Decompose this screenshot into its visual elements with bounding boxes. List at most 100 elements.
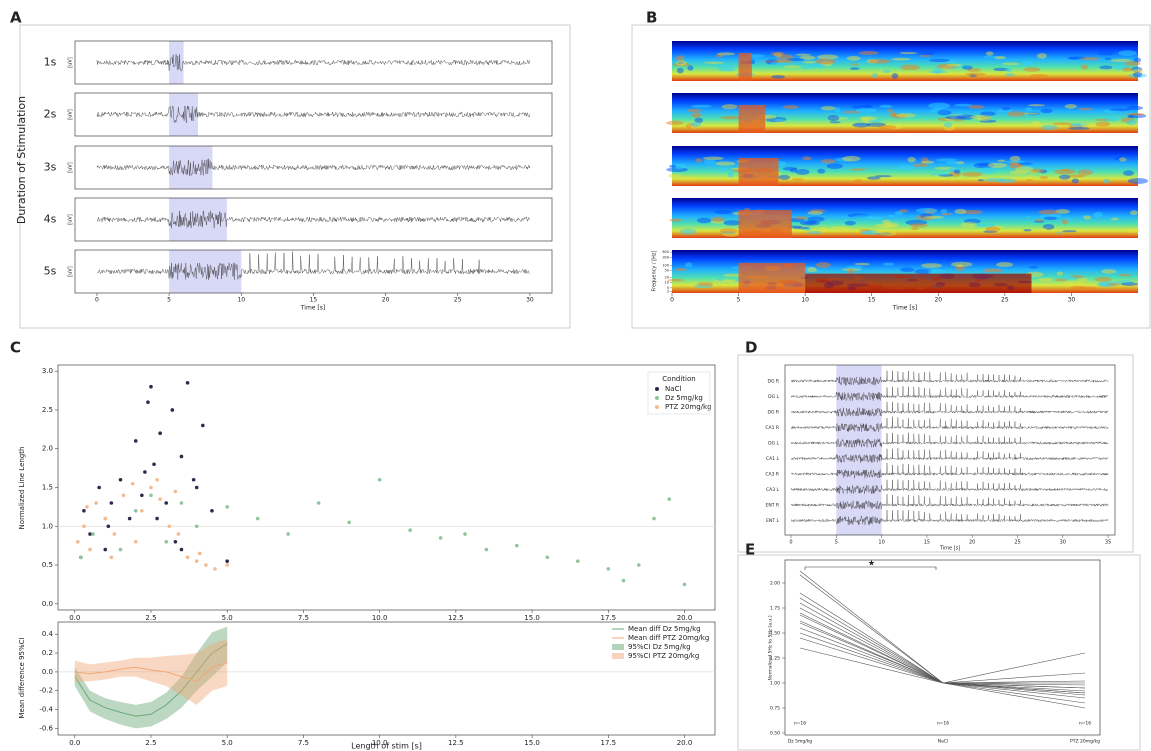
point <box>170 408 175 412</box>
spectral-blob <box>977 179 985 182</box>
spectral-blob <box>1030 168 1044 173</box>
axes-frame <box>784 364 1116 536</box>
spectral-blob <box>1126 119 1137 126</box>
spectral-blob <box>936 158 958 162</box>
x-tick-label: 17.5 <box>600 739 616 747</box>
y-tick-label: 0.5 <box>42 561 53 569</box>
spectral-blob <box>875 223 895 228</box>
point <box>621 578 626 583</box>
spectral-blob <box>940 208 948 214</box>
y-axis-label: Frequency / [Hz] <box>652 250 658 291</box>
x-tick-label: 0 <box>789 540 792 546</box>
subject-line <box>799 570 1086 689</box>
spectral-blob <box>982 167 991 171</box>
x-tick-label: 20.0 <box>677 614 693 622</box>
spectral-blob <box>721 104 738 110</box>
y-tick-label: 1.5 <box>42 484 53 492</box>
y-tick-label: 3.0 <box>42 367 53 375</box>
spectral-blob <box>1066 174 1087 178</box>
point <box>167 524 172 529</box>
spectral-blob <box>977 163 991 167</box>
spectral-blob <box>1104 57 1112 61</box>
point <box>94 501 98 505</box>
x-tick-label: 30 <box>1060 540 1066 546</box>
trace <box>790 401 1109 417</box>
spectral-blob <box>818 226 828 233</box>
subject-line <box>799 647 1086 694</box>
spectral-blob <box>985 226 1001 232</box>
spectral-blob <box>891 73 899 80</box>
x-tick-label: 12.5 <box>448 614 464 622</box>
spectral-blob <box>1040 227 1048 232</box>
spectral-blob <box>1080 64 1089 70</box>
spectral-blob <box>1064 104 1077 109</box>
point <box>79 555 83 560</box>
spectral-blob <box>1039 176 1049 180</box>
subject-line <box>799 574 1086 704</box>
spectral-blob <box>956 264 964 268</box>
y-tick-label: 600 <box>662 250 669 254</box>
x-tick-label: 25 <box>1001 297 1009 304</box>
stim-shade <box>169 41 184 84</box>
point <box>103 516 108 521</box>
spectral-blob <box>982 268 1003 273</box>
spectral-blob <box>691 112 702 119</box>
spectral-blob <box>1036 218 1043 222</box>
spectral-blob <box>946 160 961 165</box>
spectral-blob <box>909 223 928 228</box>
spectral-blob <box>679 228 697 235</box>
spectral-blob <box>987 162 1008 168</box>
x-axis-label: Time [s] <box>300 305 325 312</box>
point <box>194 485 199 490</box>
x-tick-label: 15.0 <box>524 614 540 622</box>
point <box>118 477 123 482</box>
spectral-blob <box>782 166 798 171</box>
trace <box>96 158 531 176</box>
x-tick-label: 17.5 <box>600 614 616 622</box>
x-tick-label: 10 <box>237 297 245 304</box>
spectral-blob <box>669 164 677 168</box>
spectral-blob <box>684 262 693 268</box>
channel-label: DG R <box>767 379 779 385</box>
spectral-blob <box>850 63 860 66</box>
spectral-blob <box>945 115 967 120</box>
spectral-blob <box>690 121 702 128</box>
spectral-blob <box>1056 271 1064 276</box>
spectral-blob <box>782 105 799 109</box>
x-tick-label: 0.0 <box>69 614 80 622</box>
row-label: 4s <box>44 213 57 226</box>
seizure-power <box>805 273 1032 293</box>
spectral-blob <box>858 51 879 56</box>
spectral-blob <box>669 218 683 222</box>
trace <box>790 462 1109 479</box>
spectral-blob <box>1107 283 1121 286</box>
trace <box>96 251 531 280</box>
spectral-blob <box>1070 285 1086 290</box>
x-tick-label: 10.0 <box>372 614 388 622</box>
axes-frame <box>57 364 716 611</box>
x-tick-label: 20 <box>382 297 390 304</box>
point <box>118 547 123 552</box>
spectral-blob <box>871 72 878 79</box>
x-axis-label: Length of stim [s] <box>351 742 422 751</box>
point <box>667 497 672 501</box>
spectral-blob <box>723 273 743 277</box>
spectral-blob <box>826 163 843 169</box>
spectral-blob <box>696 217 712 224</box>
significance-bracket <box>804 566 937 570</box>
spectral-blob <box>774 59 794 63</box>
y-tick-label: 1.0 <box>42 522 53 530</box>
spectral-blob <box>879 104 893 109</box>
channel-label: ENT L <box>766 518 779 524</box>
point <box>606 567 611 571</box>
spectral-blob <box>928 268 946 275</box>
legend-label: Dz 5mg/kg <box>665 394 703 402</box>
spectral-blob <box>1094 277 1112 282</box>
spectral-blob <box>858 229 871 232</box>
n-label: n=16 <box>1079 721 1091 727</box>
spectral-blob <box>1025 107 1033 112</box>
point <box>463 532 467 536</box>
spectral-blob <box>1009 170 1029 175</box>
spectral-blob <box>829 121 841 124</box>
spectral-blob <box>719 228 738 234</box>
